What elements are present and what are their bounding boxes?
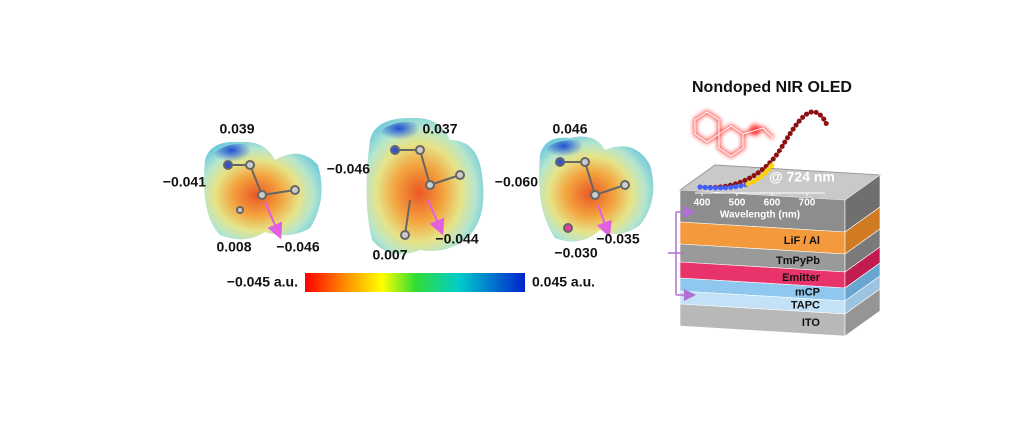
esp-negative-region <box>212 144 268 176</box>
esp-label: −0.041 <box>163 174 206 190</box>
layer-label: mCP <box>795 286 820 298</box>
bracket <box>668 206 696 301</box>
colorbar-min: −0.045 a.u. <box>227 274 298 290</box>
layer-label: LiF / Al <box>784 235 820 247</box>
esp-negative-region <box>544 140 600 170</box>
el-spectrum <box>697 109 831 191</box>
spectrum-tick-label: 500 <box>729 198 746 209</box>
esp-label: −0.046 <box>327 161 370 177</box>
device-title: Nondoped NIR OLED <box>692 79 852 96</box>
esp-label: 0.008 <box>216 239 251 255</box>
molecule-1 <box>204 141 322 240</box>
colorbar <box>305 273 525 292</box>
esp-label: 0.046 <box>552 121 587 137</box>
ball-stick <box>390 145 465 240</box>
dipole-arrow <box>427 199 445 236</box>
colorbar-max: 0.045 a.u. <box>532 274 595 290</box>
spectrum-axis-label: Wavelength (nm) <box>720 210 800 221</box>
dipole-arrow <box>264 201 283 240</box>
spectrum-ticks: 400 500 600 700 <box>694 193 816 209</box>
ball-stick <box>223 160 300 214</box>
el-spectrum-yellow <box>745 162 775 187</box>
el-spectrum-blue <box>697 181 751 191</box>
dipole-arrow <box>596 204 612 238</box>
emitter-molecule <box>693 110 775 158</box>
efficiency: 16.7% <box>778 149 818 165</box>
esp-label: −0.030 <box>554 245 597 261</box>
esp-label: −0.044 <box>435 231 478 247</box>
layer-side <box>844 288 881 337</box>
esp-label: 0.037 <box>422 121 457 137</box>
spectrum-tick-label: 600 <box>764 198 781 209</box>
esp-label: −0.035 <box>596 231 639 247</box>
layer-label: ITO <box>802 317 821 329</box>
spectrum-tick-label: 400 <box>694 198 711 209</box>
layer-label: TmPyPb <box>776 255 820 267</box>
esp-label: −0.046 <box>276 239 319 255</box>
esp-label: −0.060 <box>495 174 538 190</box>
spectrum-tick-label: 700 <box>799 198 816 209</box>
molecule-3 <box>539 136 654 242</box>
molecule-2 <box>366 117 484 255</box>
device-stack <box>678 164 882 337</box>
peak-wavelength: @ 724 nm <box>769 169 835 185</box>
esp-label: 0.007 <box>372 247 407 263</box>
layer-label: Emitter <box>782 272 821 284</box>
layer-label: TAPC <box>791 299 820 311</box>
esp-label: 0.039 <box>219 121 254 137</box>
ball-stick <box>555 157 630 233</box>
